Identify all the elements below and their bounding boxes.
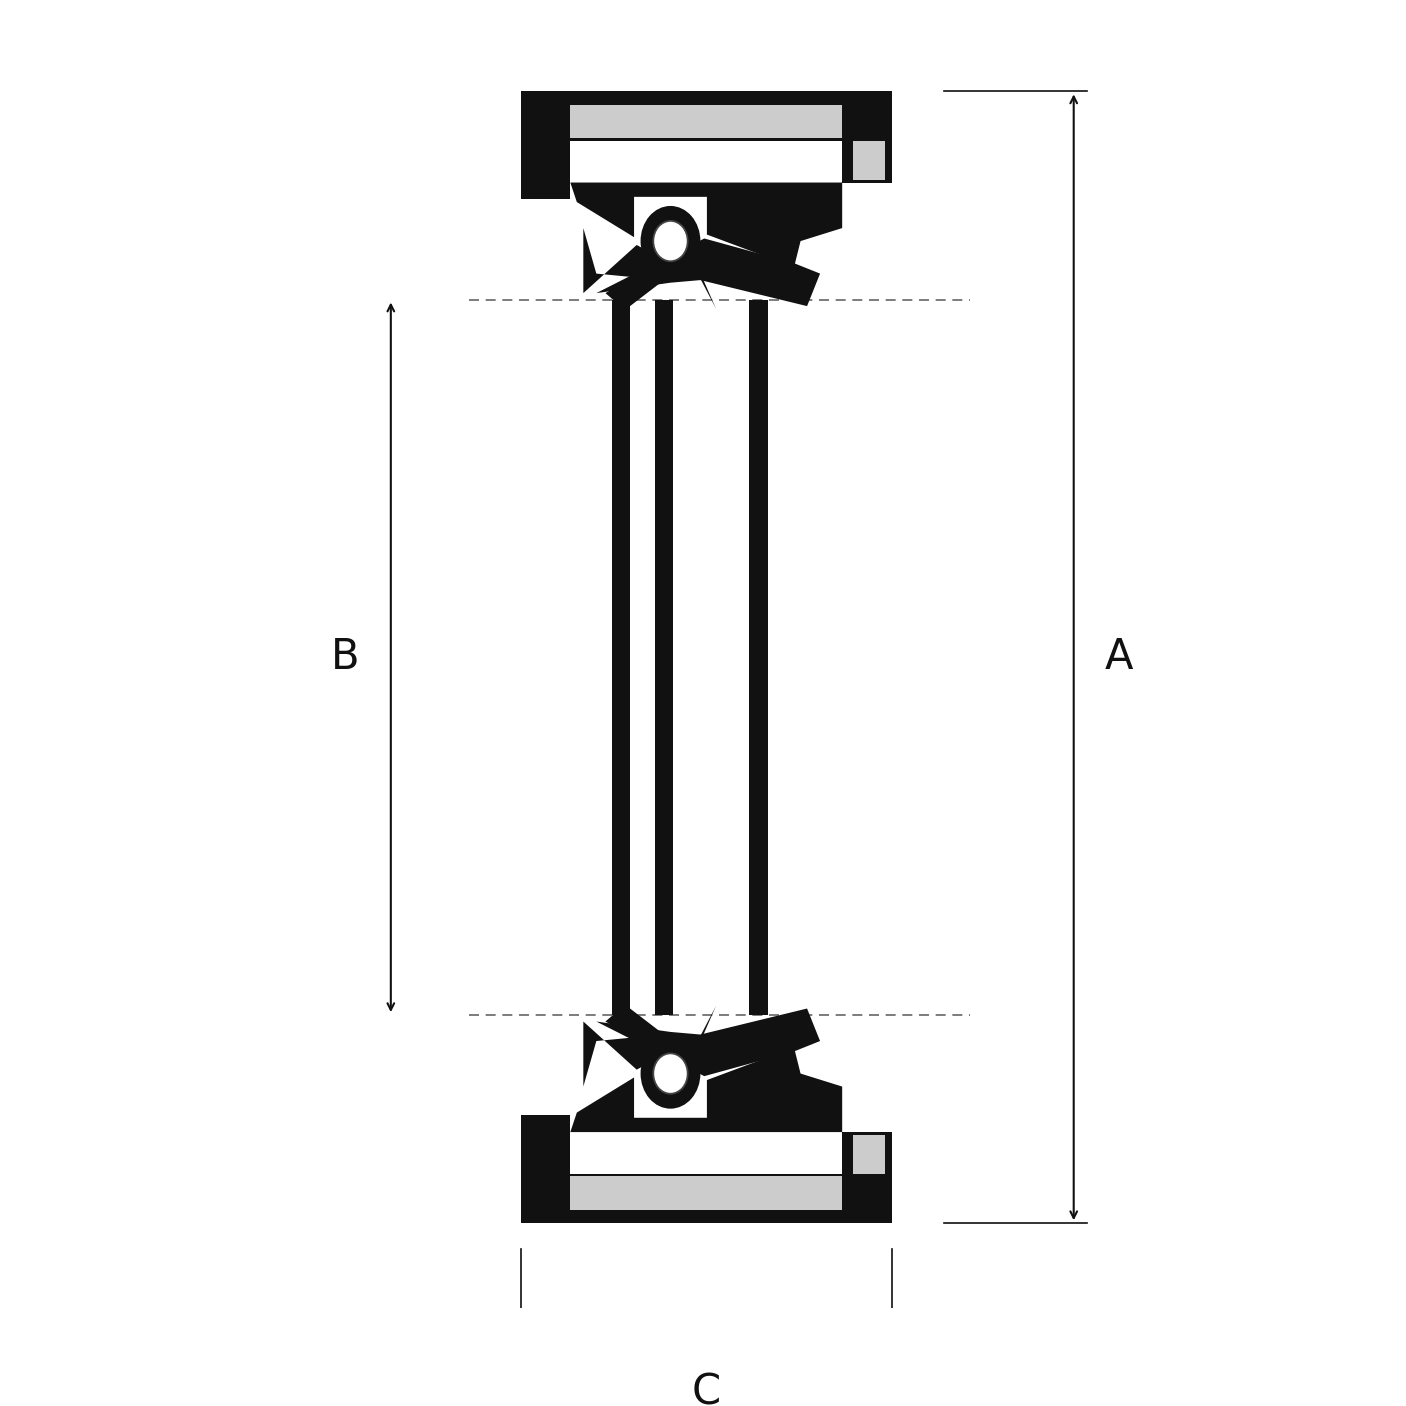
Polygon shape: [571, 104, 842, 138]
Polygon shape: [520, 1174, 891, 1223]
Polygon shape: [520, 1115, 571, 1174]
Text: A: A: [1105, 637, 1133, 678]
Polygon shape: [520, 141, 571, 200]
Ellipse shape: [654, 221, 688, 262]
Polygon shape: [842, 141, 891, 183]
Polygon shape: [596, 239, 820, 307]
Polygon shape: [571, 1177, 842, 1211]
Polygon shape: [655, 299, 673, 1015]
Text: C: C: [692, 1371, 721, 1406]
Ellipse shape: [641, 205, 700, 276]
Polygon shape: [571, 1047, 842, 1132]
Polygon shape: [852, 1135, 886, 1174]
Polygon shape: [852, 141, 886, 180]
Ellipse shape: [654, 1053, 688, 1094]
Polygon shape: [748, 299, 768, 1015]
Polygon shape: [583, 1005, 716, 1087]
Polygon shape: [842, 1132, 891, 1174]
Polygon shape: [520, 91, 891, 141]
Polygon shape: [571, 183, 842, 267]
Ellipse shape: [641, 1039, 700, 1109]
Polygon shape: [583, 228, 716, 309]
Polygon shape: [596, 1008, 820, 1076]
Text: B: B: [330, 637, 360, 678]
Polygon shape: [612, 299, 630, 1015]
